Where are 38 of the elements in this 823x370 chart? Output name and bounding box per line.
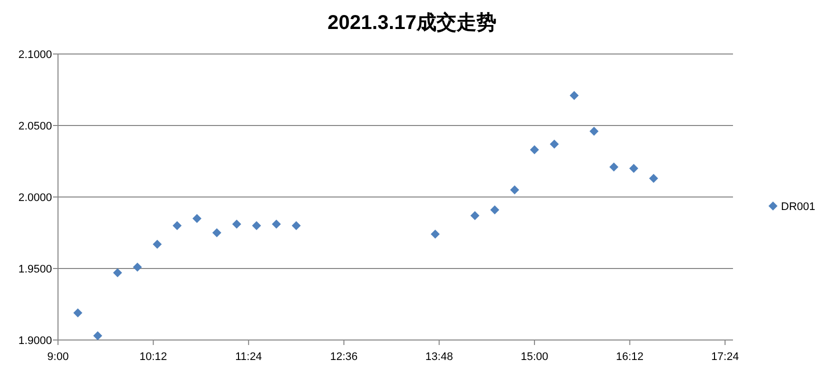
point: [590, 126, 599, 136]
x-tick-label: 9:00: [47, 351, 69, 363]
x-tick-label: 13:48: [425, 351, 453, 363]
y-tick-label: 2.0500: [18, 120, 52, 132]
y-tick-label: 1.9000: [18, 335, 52, 347]
chart-title: 2021.3.17成交走势: [328, 11, 496, 34]
point: [93, 331, 102, 340]
point: [470, 211, 480, 220]
point: [292, 221, 301, 230]
point: [73, 308, 82, 318]
x-tick-label: 10:12: [140, 351, 168, 363]
point: [132, 262, 142, 272]
point: [113, 268, 122, 278]
legend-label: DR001: [781, 201, 816, 213]
point: [192, 214, 202, 223]
y-tick-label: 1.9500: [18, 264, 52, 276]
y-tick-label: 2.0000: [18, 192, 52, 204]
x-tick-label: 11:24: [235, 351, 262, 363]
point: [490, 205, 500, 214]
point: [570, 90, 579, 100]
x-tick-label: 15:00: [520, 351, 548, 363]
point: [550, 140, 559, 149]
point: [172, 221, 182, 230]
point: [609, 162, 618, 172]
point: [212, 228, 222, 238]
point: [649, 174, 658, 183]
point: [530, 145, 539, 154]
y-tick-label: 2.1000: [18, 49, 52, 61]
x-tick-label: 12:36: [330, 351, 358, 363]
point: [510, 185, 520, 194]
point: [430, 230, 440, 239]
point: [232, 220, 242, 229]
point: [629, 164, 638, 173]
point: [252, 221, 262, 230]
point: [272, 220, 281, 229]
x-tick-label: 16:12: [616, 351, 644, 363]
x-tick-label: 17:24: [711, 351, 739, 363]
point: [152, 240, 162, 249]
